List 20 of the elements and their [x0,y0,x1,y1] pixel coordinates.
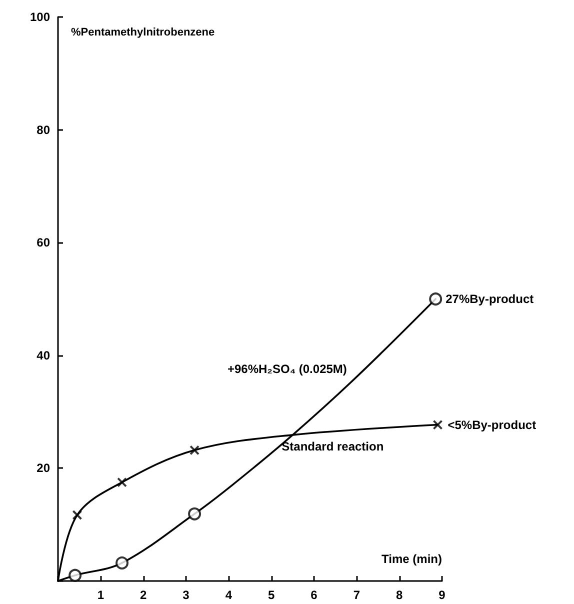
x-tick-label: 9 [438,588,446,602]
series-label: +96%H₂SO₄ (0.025M) [227,362,347,376]
annotation: <5%By-product [448,418,536,432]
y-tick-label: 100 [30,10,50,24]
annotation: 27%By-product [446,292,534,306]
x-tick-label: 5 [268,588,275,602]
x-tick-label: 7 [353,588,360,602]
x-tick-label: 1 [97,588,104,602]
y-tick-label: 80 [36,122,50,137]
x-tick-label: 8 [396,588,403,602]
x-tick-label: 4 [225,588,232,602]
y-tick-label: 40 [36,348,50,362]
x-tick-label: 6 [310,588,318,602]
x-tick-label: 2 [140,588,147,602]
y-tick-label: 60 [36,236,50,250]
x-tick-label: 3 [182,588,190,602]
y-axis-title: %Pentamethylnitrobenzene [71,26,215,38]
x-axis-title: Time (min) [382,552,442,566]
y-tick-label: 20 [36,461,50,476]
legend-label: Standard reaction [282,440,384,454]
